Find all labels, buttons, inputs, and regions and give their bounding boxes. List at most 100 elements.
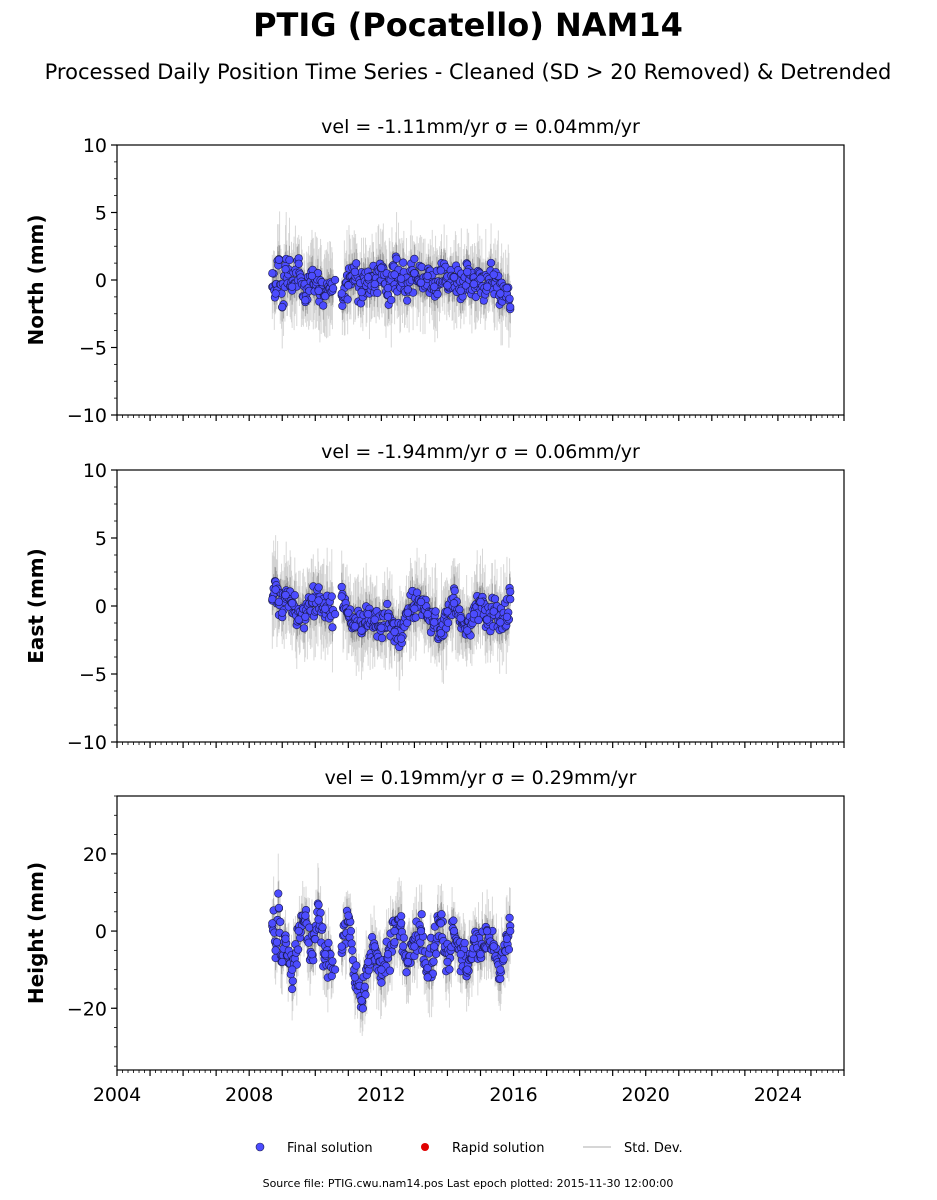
final-point <box>444 618 453 627</box>
final-point <box>436 266 445 275</box>
final-point <box>397 912 406 921</box>
final-point <box>278 302 287 312</box>
legend-final-swatch <box>255 1142 265 1152</box>
north-x-ticks <box>116 415 845 421</box>
final-point <box>290 591 299 600</box>
final-point <box>489 607 498 616</box>
final-point <box>337 582 346 592</box>
final-point <box>403 957 412 967</box>
final-point <box>496 618 505 627</box>
final-point <box>506 595 515 604</box>
final-point <box>456 950 465 959</box>
final-point <box>329 284 338 293</box>
final-point <box>436 919 445 928</box>
final-point <box>506 302 515 312</box>
final-point <box>271 946 280 955</box>
final-point <box>373 288 382 298</box>
final-point <box>304 938 313 947</box>
final-point <box>502 284 512 293</box>
final-point <box>288 976 297 986</box>
final-point <box>449 926 459 936</box>
final-point <box>377 634 387 643</box>
final-point <box>412 588 422 597</box>
final-point <box>344 281 353 290</box>
final-point <box>432 949 441 959</box>
y-tick-label: 0 <box>95 270 107 292</box>
final-point <box>350 267 360 277</box>
final-point <box>502 934 512 943</box>
north-panel: vel = -1.11mm/yr σ = 0.04mm/yr North (mm)… <box>24 116 845 427</box>
final-point <box>505 913 514 922</box>
final-point <box>450 586 459 595</box>
final-point <box>321 950 330 959</box>
final-point <box>443 957 452 967</box>
final-point <box>387 295 396 305</box>
final-point <box>483 615 492 624</box>
final-point <box>377 263 386 272</box>
final-point <box>489 942 498 951</box>
final-point <box>383 284 393 293</box>
east-x-ticks <box>116 742 845 748</box>
final-point <box>352 259 361 268</box>
final-point <box>449 916 458 925</box>
final-point <box>350 622 360 631</box>
final-point <box>370 279 379 289</box>
x-tick-label: 2004 <box>93 1084 141 1106</box>
final-point <box>504 945 514 954</box>
final-point <box>416 926 426 936</box>
final-point <box>399 933 408 942</box>
final-point <box>307 271 317 281</box>
y-tick-label: 0 <box>95 921 107 943</box>
height-plot-area <box>268 853 515 1036</box>
final-point <box>352 961 361 970</box>
source-note: Source file: PTIG.cwu.nam14.pos Last epo… <box>263 1177 674 1190</box>
legend-final-label: Final solution <box>287 1141 373 1156</box>
final-point <box>390 938 399 947</box>
y-tick-label: −10 <box>67 405 107 427</box>
final-point <box>443 607 452 616</box>
final-point <box>357 626 366 635</box>
east-panel-title: vel = -1.94mm/yr σ = 0.06mm/yr <box>321 441 640 463</box>
final-point <box>337 942 346 951</box>
height-y-ticks: 20 0 −20 <box>67 795 117 1067</box>
final-point <box>299 624 309 633</box>
final-point <box>474 615 483 625</box>
final-point <box>285 255 294 265</box>
final-point <box>337 289 346 298</box>
final-point <box>463 965 472 974</box>
final-point <box>314 286 323 295</box>
north-plot-area <box>268 211 515 349</box>
legend-rapid: Rapid solution <box>421 1141 544 1156</box>
final-point <box>463 626 472 635</box>
final-point <box>346 927 356 936</box>
east-ylabel: East (mm) <box>24 548 48 664</box>
final-point <box>469 610 478 619</box>
legend-final: Final solution <box>255 1141 373 1156</box>
north-panel-title: vel = -1.11mm/yr σ = 0.04mm/yr <box>321 116 640 138</box>
final-point <box>294 259 303 268</box>
height-final-points <box>268 889 515 1013</box>
final-point <box>314 915 323 924</box>
final-point <box>288 599 297 608</box>
final-point <box>505 294 514 303</box>
y-tick-label: 10 <box>83 460 107 482</box>
north-final-points <box>268 252 515 314</box>
east-y-ticks: 10 5 0 −5 −10 <box>67 460 117 754</box>
final-point <box>377 965 386 974</box>
final-point <box>443 281 452 290</box>
final-point <box>383 950 393 959</box>
final-point <box>281 265 290 274</box>
final-point <box>321 292 330 301</box>
final-point <box>358 1004 367 1013</box>
final-point <box>476 274 485 283</box>
height-x-ticks: 2004 2008 2012 2016 2020 2024 <box>93 1070 845 1106</box>
final-point <box>483 282 492 291</box>
east-panel: vel = -1.94mm/yr σ = 0.06mm/yr East (mm) 1… <box>24 441 845 754</box>
x-tick-label: 2012 <box>357 1084 405 1106</box>
final-point <box>360 982 369 991</box>
final-point <box>429 957 438 966</box>
final-point <box>469 934 478 943</box>
final-point <box>502 612 512 621</box>
y-tick-label: 5 <box>95 203 107 225</box>
final-point <box>319 301 328 310</box>
